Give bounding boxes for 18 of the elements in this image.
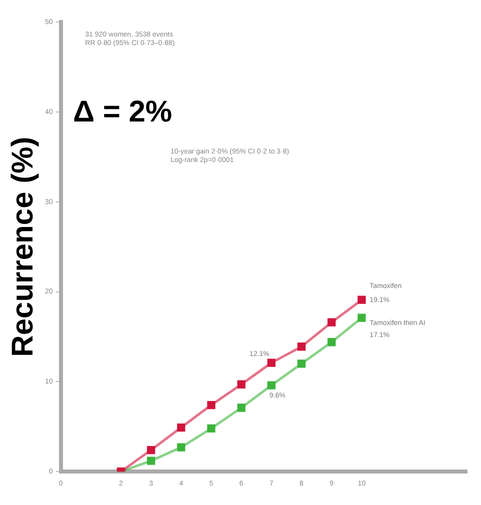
point bbox=[267, 381, 276, 390]
y-axis-title: Recurrence (%) bbox=[6, 136, 40, 357]
point bbox=[358, 296, 366, 304]
point bbox=[328, 318, 336, 326]
point bbox=[358, 314, 366, 322]
point bbox=[177, 423, 186, 432]
point bbox=[146, 456, 156, 465]
point bbox=[297, 360, 306, 368]
point bbox=[177, 443, 186, 452]
point bbox=[267, 358, 276, 367]
point bbox=[237, 404, 246, 412]
point bbox=[146, 446, 156, 454]
point bbox=[328, 338, 336, 346]
point bbox=[207, 400, 216, 410]
point bbox=[237, 380, 246, 388]
point bbox=[297, 342, 306, 351]
point bbox=[207, 424, 216, 433]
annotation: Δ = 2% bbox=[72, 96, 172, 129]
